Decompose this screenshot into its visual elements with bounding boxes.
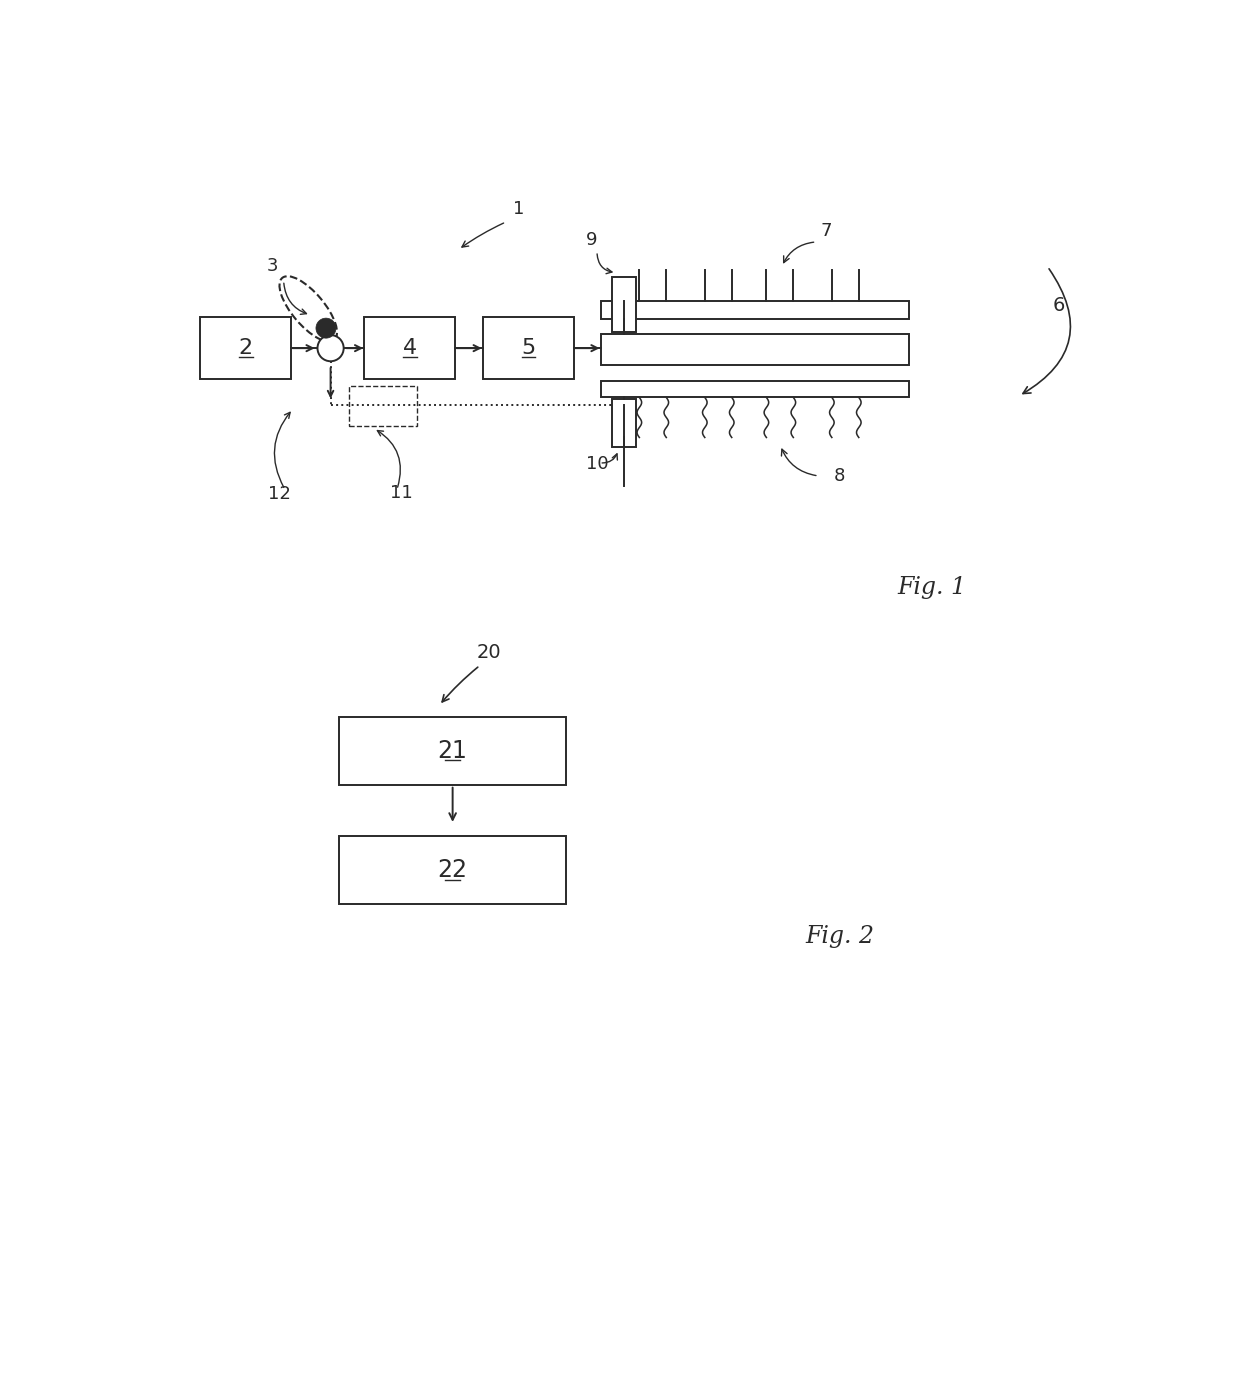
Text: 9: 9: [585, 232, 598, 250]
Text: 20: 20: [477, 642, 501, 662]
FancyArrowPatch shape: [784, 243, 813, 262]
Text: Fig. 2: Fig. 2: [805, 925, 874, 947]
Bar: [339, 717, 567, 785]
FancyArrowPatch shape: [443, 667, 477, 702]
Bar: [201, 318, 291, 379]
Text: 7: 7: [821, 222, 832, 240]
Bar: [601, 380, 909, 398]
Bar: [613, 399, 635, 447]
Text: 22: 22: [438, 859, 467, 882]
Text: 10: 10: [585, 455, 609, 473]
Text: 2: 2: [239, 338, 253, 358]
Text: 1: 1: [513, 200, 525, 218]
Bar: [613, 276, 635, 331]
Bar: [484, 318, 574, 379]
Text: 12: 12: [268, 485, 291, 503]
FancyArrowPatch shape: [284, 283, 306, 315]
Text: 5: 5: [521, 338, 536, 358]
Text: 3: 3: [267, 257, 278, 275]
Text: 8: 8: [833, 466, 846, 484]
Bar: [350, 386, 417, 426]
FancyArrowPatch shape: [1023, 269, 1070, 394]
Bar: [365, 318, 455, 379]
FancyArrowPatch shape: [781, 449, 816, 476]
FancyArrowPatch shape: [377, 430, 401, 487]
Text: 11: 11: [391, 484, 413, 502]
Bar: [339, 836, 567, 904]
Bar: [601, 301, 909, 319]
FancyArrowPatch shape: [274, 412, 290, 487]
FancyArrowPatch shape: [463, 223, 503, 247]
Circle shape: [317, 336, 343, 361]
FancyArrowPatch shape: [598, 254, 613, 273]
Text: 21: 21: [438, 739, 467, 763]
FancyArrowPatch shape: [603, 454, 618, 463]
Text: Fig. 1: Fig. 1: [898, 576, 966, 599]
Text: 6: 6: [1053, 297, 1065, 315]
Text: 4: 4: [403, 338, 417, 358]
Bar: [601, 334, 909, 365]
Circle shape: [316, 318, 336, 338]
